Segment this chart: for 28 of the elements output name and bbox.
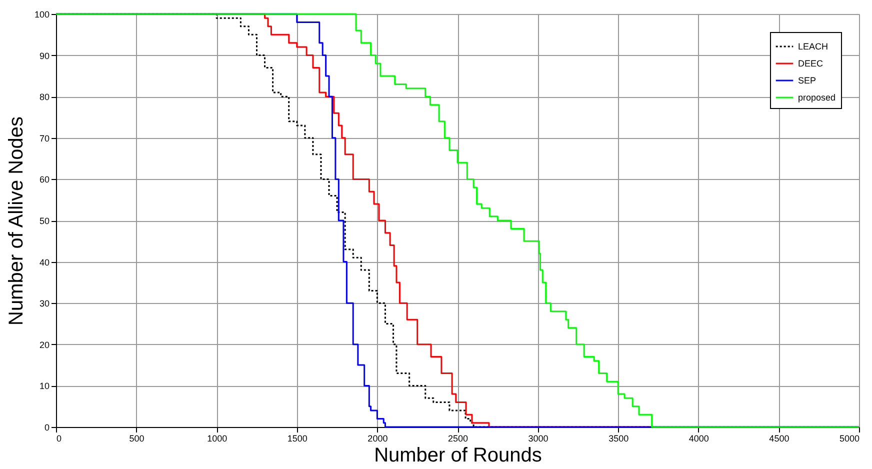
y-tick-label: 50 bbox=[39, 216, 50, 226]
y-axis-title: Number of Allive Nodes bbox=[5, 116, 28, 326]
y-tick-label: 100 bbox=[34, 10, 50, 20]
legend-label: SEP bbox=[798, 76, 816, 86]
legend-label: LEACH bbox=[798, 42, 828, 52]
x-tick-label: 3500 bbox=[608, 434, 629, 444]
x-tick-label: 4500 bbox=[769, 434, 790, 444]
y-tick-label: 0 bbox=[44, 422, 50, 432]
y-tick-label: 70 bbox=[39, 133, 50, 144]
legend-label: DEEC bbox=[798, 58, 824, 68]
legend-label: proposed bbox=[798, 92, 836, 102]
y-tick-label: 60 bbox=[39, 174, 50, 185]
y-tick-label: 40 bbox=[39, 257, 50, 268]
y-tick-label: 20 bbox=[39, 340, 50, 350]
x-tick-label: 3000 bbox=[528, 434, 548, 444]
y-tick-label: 90 bbox=[39, 50, 50, 61]
x-tick-label: 500 bbox=[129, 434, 144, 444]
x-tick-label: 0 bbox=[56, 434, 62, 444]
y-tick-label: 30 bbox=[39, 298, 50, 309]
x-tick-label: 5000 bbox=[839, 434, 860, 444]
x-tick-label: 2500 bbox=[448, 434, 468, 444]
x-axis-title: Number of Rounds bbox=[374, 444, 542, 466]
x-tick-label: 1000 bbox=[207, 434, 228, 444]
y-tick-label: 80 bbox=[39, 92, 50, 102]
x-tick-label: 1500 bbox=[287, 434, 308, 444]
y-tick-label: 10 bbox=[39, 381, 50, 392]
x-tick-label: 2000 bbox=[368, 434, 388, 444]
x-tick-label: 4000 bbox=[688, 434, 709, 444]
